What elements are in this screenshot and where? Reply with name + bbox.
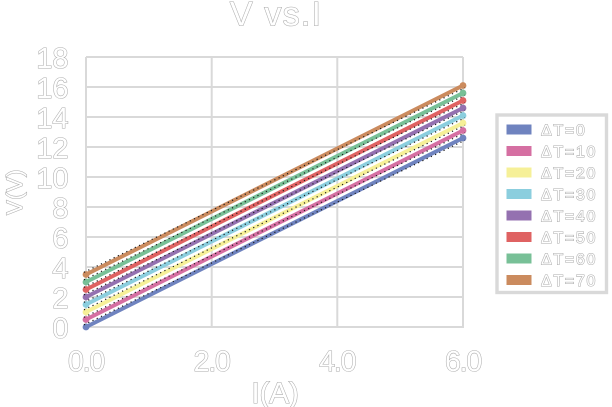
svg-text:ΔT=60: ΔT=60 xyxy=(541,252,597,269)
svg-text:14: 14 xyxy=(36,103,68,135)
svg-text:0: 0 xyxy=(52,313,68,345)
svg-text:16: 16 xyxy=(36,73,68,105)
svg-text:4.0: 4.0 xyxy=(319,346,355,378)
svg-text:18: 18 xyxy=(36,43,68,75)
svg-text:V(V): V(V) xyxy=(2,169,27,215)
svg-text:0.0: 0.0 xyxy=(68,346,104,378)
svg-text:2: 2 xyxy=(52,283,68,315)
svg-text:ΔT=20: ΔT=20 xyxy=(541,166,597,183)
svg-text:I(A): I(A) xyxy=(251,377,298,407)
svg-text:V vs.I: V vs.I xyxy=(230,0,322,34)
svg-text:ΔT=50: ΔT=50 xyxy=(541,230,597,247)
svg-text:ΔT=0: ΔT=0 xyxy=(541,123,587,140)
svg-text:12: 12 xyxy=(36,133,68,165)
svg-text:ΔT=30: ΔT=30 xyxy=(541,187,597,204)
svg-text:6: 6 xyxy=(52,223,68,255)
svg-text:6.0: 6.0 xyxy=(445,346,481,378)
svg-text:2.0: 2.0 xyxy=(194,346,230,378)
svg-text:8: 8 xyxy=(52,193,68,225)
svg-text:ΔT=40: ΔT=40 xyxy=(541,209,597,226)
svg-text:ΔT=70: ΔT=70 xyxy=(541,273,597,290)
svg-text:ΔT=10: ΔT=10 xyxy=(541,144,597,161)
svg-text:4: 4 xyxy=(52,253,68,285)
svg-text:10: 10 xyxy=(36,163,68,195)
